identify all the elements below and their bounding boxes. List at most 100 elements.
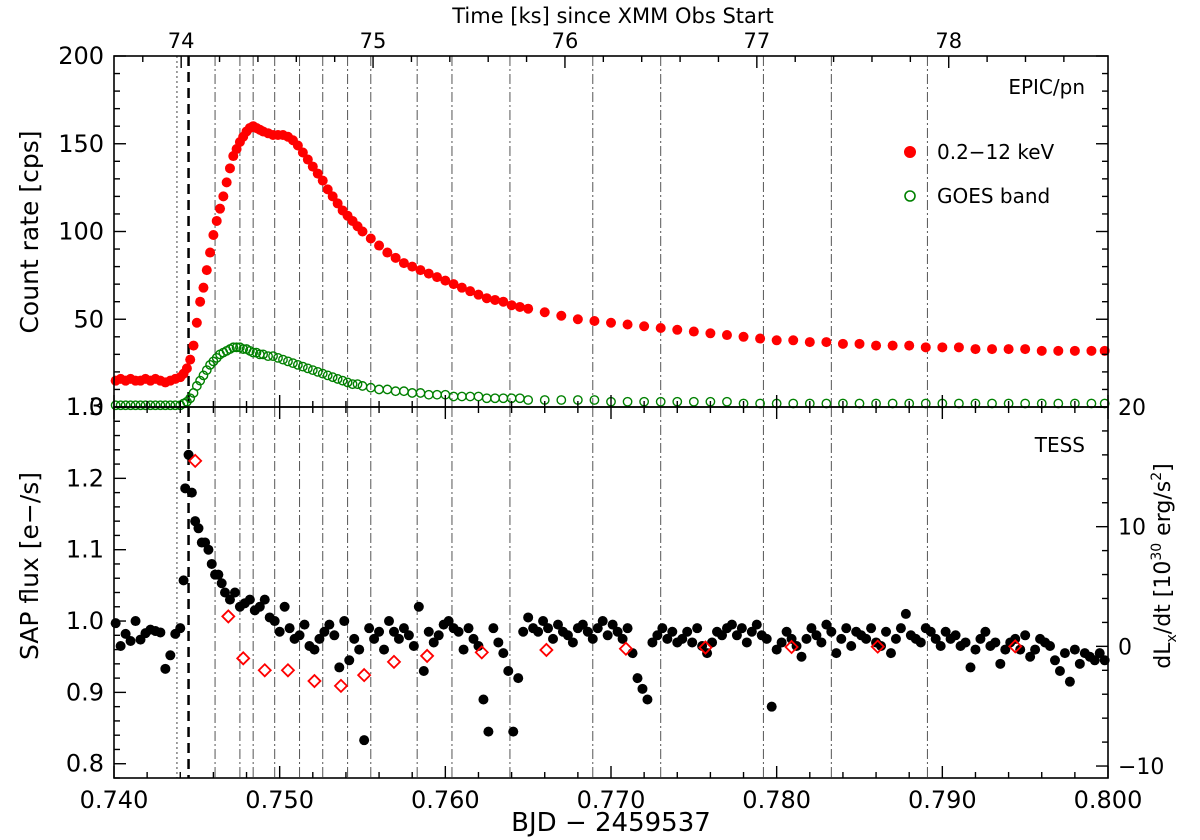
sap-flux-point	[413, 601, 424, 612]
goes-point	[423, 389, 434, 400]
xray-point	[821, 337, 832, 348]
sap-flux-point	[776, 637, 787, 648]
dlx-dt-point	[187, 453, 203, 469]
xray-point	[970, 344, 981, 355]
xray-point	[1053, 345, 1064, 356]
dlx-dt-point	[356, 667, 372, 683]
xray-point	[887, 340, 898, 351]
sap-flux-point	[274, 626, 285, 637]
sap-flux-point	[216, 578, 227, 589]
dlx-dt-point	[419, 648, 435, 664]
sap-flux-point	[1045, 641, 1056, 652]
sap-flux-point	[726, 619, 737, 630]
goes-point	[195, 375, 206, 386]
goes-point	[688, 396, 699, 407]
goes-point	[722, 396, 732, 407]
xray-point	[415, 265, 426, 276]
goes-point	[130, 400, 141, 411]
xray-point	[987, 344, 998, 355]
sap-flux-point	[1099, 655, 1110, 666]
xray-point	[556, 310, 567, 321]
dlx-dt-point	[618, 641, 634, 657]
sap-flux-point	[183, 449, 194, 460]
goes-point	[655, 396, 666, 407]
sap-flux-point	[687, 637, 698, 648]
sap-flux-point	[538, 616, 549, 627]
goes-point	[589, 395, 600, 405]
xray-point	[302, 154, 313, 165]
sap-flux-point	[930, 633, 941, 644]
goes-point	[374, 384, 384, 395]
sap-flux-point	[229, 587, 240, 598]
xray-point	[1036, 345, 1047, 356]
xray-point	[224, 163, 235, 174]
y-tick-label-bottom: 1.1	[66, 536, 104, 564]
sap-flux-point	[761, 633, 772, 644]
y-tick-label-bottom: 1.2	[66, 464, 104, 492]
dlx-dt-point	[1007, 639, 1023, 654]
xray-point	[312, 168, 323, 179]
goes-point	[238, 344, 249, 354]
xray-point	[1020, 344, 1031, 355]
sap-flux-point	[314, 633, 325, 644]
goes-point	[456, 391, 467, 402]
goes-point	[347, 379, 358, 390]
y-tick-label-right: −10	[1118, 755, 1164, 780]
sap-flux-point	[662, 633, 673, 644]
sap-flux-point	[632, 673, 643, 684]
goes-point	[110, 400, 121, 411]
sap-flux-point	[458, 644, 469, 655]
sap-flux-point	[1030, 644, 1041, 655]
xray-point	[920, 342, 931, 353]
x-tick-label: 0.800	[1074, 786, 1143, 814]
xray-point	[572, 314, 583, 325]
goes-point	[297, 361, 308, 372]
sap-flux-point	[627, 648, 638, 659]
xray-point	[191, 317, 202, 328]
goes-point	[514, 393, 525, 404]
sap-flux-point	[965, 662, 976, 673]
x-tick-label: 0.740	[80, 786, 149, 814]
xray-point	[871, 340, 882, 351]
xray-point	[307, 161, 318, 172]
sap-flux-point	[513, 673, 524, 684]
y-tick-label-top: 50	[73, 305, 104, 333]
goes-point	[399, 386, 409, 397]
y-tick-label-top: 150	[58, 130, 104, 158]
sap-flux-point	[607, 619, 618, 630]
xray-point	[185, 354, 196, 365]
goes-point	[481, 393, 492, 404]
top-axis-title: Time [ks] since XMM Obs Start	[451, 4, 774, 28]
xray-point	[292, 140, 303, 151]
goes-point	[327, 372, 338, 383]
sap-flux-point	[324, 619, 335, 630]
goes-point	[155, 400, 166, 411]
sap-flux-point	[975, 633, 986, 644]
xray-point	[937, 342, 948, 353]
goes-point	[145, 400, 156, 411]
sap-flux-point	[885, 648, 896, 659]
y-tick-label-bottom: 1.0	[66, 607, 104, 635]
sap-flux-point	[213, 569, 224, 580]
xray-point	[589, 316, 600, 327]
sap-flux-point	[816, 637, 827, 648]
x-tick-label: 0.770	[577, 786, 646, 814]
sap-flux-point	[716, 630, 727, 641]
sap-flux-point	[970, 644, 981, 655]
goes-point	[120, 400, 131, 411]
sap-flux-point	[160, 663, 171, 674]
goes-point	[432, 389, 442, 400]
xray-point	[208, 230, 219, 241]
xray-point	[398, 258, 409, 269]
xray-point	[322, 184, 333, 195]
goes-point	[165, 400, 176, 411]
goes-point	[337, 375, 348, 386]
goes-point	[160, 400, 171, 411]
sap-flux-point	[339, 616, 350, 627]
sap-flux-point	[503, 665, 514, 676]
dlx-dt-point	[386, 654, 402, 670]
sap-flux-point	[647, 637, 658, 648]
xray-point	[672, 324, 683, 335]
goes-point	[231, 342, 242, 353]
